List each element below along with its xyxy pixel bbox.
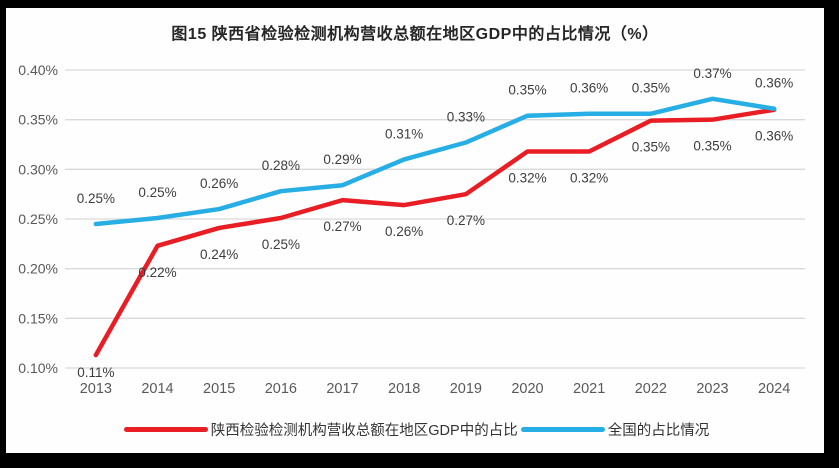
- data-label: 0.32%: [508, 170, 546, 185]
- legend-label-shaanxi: 陕西检验检测机构营收总额在地区GDP中的占比: [210, 423, 518, 439]
- data-label: 0.25%: [138, 185, 176, 200]
- y-axis-tick-label: 0.25%: [18, 211, 58, 227]
- data-label: 0.36%: [570, 81, 608, 96]
- y-axis-tick-label: 0.15%: [18, 310, 58, 326]
- x-axis-tick-label: 2019: [450, 381, 482, 397]
- legend-swatch-shaanxi-line: [123, 427, 208, 432]
- data-label: 0.29%: [323, 152, 361, 167]
- data-label: 0.36%: [755, 129, 793, 144]
- data-label: 0.25%: [77, 191, 115, 206]
- data-label: 0.24%: [200, 247, 238, 262]
- y-axis-tick-label: 0.40%: [18, 62, 58, 78]
- x-axis-tick-label: 2016: [265, 381, 297, 397]
- x-axis-tick-label: 2013: [80, 381, 112, 397]
- series-line-1: [93, 96, 777, 227]
- data-label: 0.27%: [447, 213, 485, 228]
- x-axis-tick-label: 2024: [758, 381, 790, 397]
- y-axis-tick-label: 0.30%: [18, 161, 58, 177]
- data-label: 0.35%: [632, 140, 670, 155]
- data-label: 0.35%: [632, 81, 670, 96]
- data-label: 0.11%: [77, 365, 114, 380]
- data-label: 0.26%: [200, 176, 238, 191]
- x-axis-tick-label: 2022: [635, 381, 667, 397]
- data-label: 0.31%: [385, 126, 423, 141]
- series-line-0: [93, 107, 777, 358]
- data-label: 0.33%: [447, 110, 485, 125]
- chart-legend: 陕西检验检测机构营收总额在地区GDP中的占比 全国的占比情况: [6, 419, 824, 440]
- data-label: 0.35%: [508, 83, 546, 98]
- x-axis-tick-label: 2017: [326, 381, 358, 397]
- legend-swatch-national-line: [520, 427, 605, 432]
- data-label: 0.28%: [262, 158, 300, 173]
- y-axis-tick-label: 0.35%: [18, 112, 58, 128]
- x-axis-tick-label: 2018: [388, 381, 420, 397]
- data-label: 0.35%: [693, 139, 731, 154]
- x-axis-tick-label: 2021: [573, 381, 605, 397]
- data-label: 0.26%: [385, 224, 423, 239]
- data-label: 0.25%: [262, 237, 300, 252]
- legend-label-national: 全国的占比情况: [607, 423, 710, 439]
- data-label: 0.32%: [570, 170, 608, 185]
- chart-title: 图15 陕西省检验检测机构营收总额在地区GDP中的占比情况（%）: [171, 26, 659, 43]
- y-axis-tick-label: 0.10%: [18, 360, 58, 376]
- data-label: 0.36%: [755, 76, 793, 91]
- x-axis-tick-label: 2015: [203, 381, 235, 397]
- data-label: 0.37%: [693, 66, 731, 81]
- chart-page: [6, 8, 824, 453]
- x-axis-tick-label: 2014: [141, 381, 173, 397]
- data-label: 0.22%: [138, 265, 176, 280]
- data-label: 0.27%: [323, 219, 361, 234]
- x-axis-tick-label: 2023: [696, 381, 728, 397]
- x-axis-tick-label: 2020: [511, 381, 543, 397]
- y-axis-tick-label: 0.20%: [18, 261, 58, 277]
